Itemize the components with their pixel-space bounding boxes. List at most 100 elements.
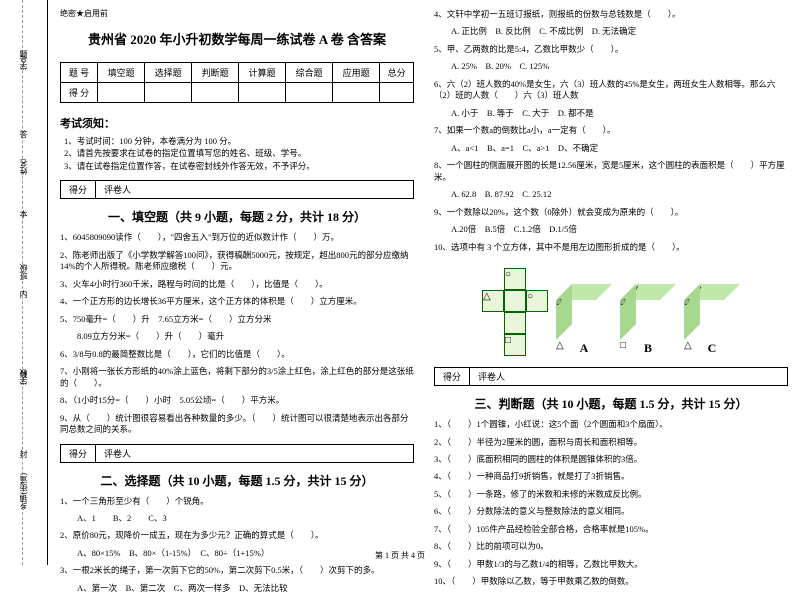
th-choice: 选择题 <box>145 63 192 83</box>
scorer-score: 得分 <box>61 445 96 462</box>
cube-side-face: ○ <box>556 284 572 340</box>
q: A、a<1 B、a=1 C、a>1 D、不确定 <box>434 143 788 154</box>
q: 3、（ ）底面积相同的圆柱的体积是圆锥体积的3倍。 <box>434 454 788 465</box>
notice-list: 1、考试时间：100 分钟，本卷满分为 100 分。 2、请首先按要求在试卷的指… <box>60 135 414 173</box>
td-blank <box>286 83 333 103</box>
td-blank <box>98 83 145 103</box>
q: 8.09立方分米=（ ）升（ ）毫升 <box>60 331 414 342</box>
cube-b: △ ○ □ B <box>620 284 676 340</box>
q: 5、甲、乙两数的比是5:4，乙数比甲数少（ ）。 <box>434 44 788 55</box>
q: 6、六（2）班人数的40%是女生，六（3）班人数的45%是女生，两班女生人数相等… <box>434 79 788 102</box>
seal-label-4: 内 <box>18 290 29 298</box>
notice-item: 3、请在试卷指定位置作答，在试卷密封线外作答无效，不予评分。 <box>64 161 414 172</box>
scorer-name: 评卷人 <box>96 181 139 198</box>
q: A. 正比例 B. 反比例 C. 不成比例 D. 无法确定 <box>434 26 788 37</box>
seal-label-6: 封 <box>18 450 29 458</box>
q: 3、一根2米长的绳子，第一次剪下它的50%，第二次剪下0.5米，（ ）次剪下的多… <box>60 565 414 576</box>
scorer-score: 得分 <box>435 368 470 385</box>
q: 3、火车4小时行360千米，路程与时间的比是（ ），比值是（ ）。 <box>60 279 414 290</box>
th-comp: 综合题 <box>286 63 333 83</box>
section3-title: 三、判断题（共 10 小题，每题 1.5 分，共计 15 分） <box>434 395 788 412</box>
q: 9、从（ ）统计图很容易看出各种数量的多少。（ ）统计图可以很清楚地表示出各部分… <box>60 413 414 436</box>
seal-label-2: 答 <box>18 130 29 138</box>
uf-cell: △ <box>482 290 504 312</box>
q: 4、（ ）一种商品打9折销售，就是打了3折销售。 <box>434 471 788 482</box>
q: 5、750毫升=（ ）升 7.65立方米=（ ）立方分米 <box>60 314 414 325</box>
notice-title: 考试须知： <box>60 115 414 131</box>
td-blank <box>145 83 192 103</box>
q: 2、（ ）半径为2厘米的圆，面积与周长和面积相等。 <box>434 437 788 448</box>
scorer-name: 评卷人 <box>470 368 513 385</box>
q: 1、6045809090读作（ ），"四舍五入"到万位的近似数计作（ ）万。 <box>60 232 414 243</box>
table-row: 得 分 <box>61 83 414 103</box>
uf-cell <box>504 312 526 334</box>
left-column: 绝密★启用前 贵州省 2020 年小升初数学每周一练试卷 A 卷 含答案 题 号… <box>60 8 414 557</box>
notice-item: 2、请首先按要求在试卷的指定位置填写您的姓名、班级、学号。 <box>64 148 414 159</box>
td-score-label: 得 分 <box>61 83 98 103</box>
td-blank <box>333 83 380 103</box>
q: 5、（ ）一条路，修了的米数和未修的米数成反比例。 <box>434 489 788 500</box>
seal-label-3: 本 <box>18 210 29 218</box>
th-fill: 填空题 <box>98 63 145 83</box>
q: A、1 B、2 C、3 <box>60 513 414 524</box>
q: A. 小于 B. 等于 C. 大于 D. 都不是 <box>434 108 788 119</box>
q: 10、选项中有 3 个立方体，其中不是用左边图形折成的是（ ）。 <box>434 242 788 253</box>
cube-a: ○ △ A <box>556 284 612 340</box>
notice-item: 1、考试时间：100 分钟，本卷满分为 100 分。 <box>64 136 414 147</box>
table-row: 题 号 填空题 选择题 判断题 计算题 综合题 应用题 总分 <box>61 63 414 83</box>
th-calc: 计算题 <box>239 63 286 83</box>
uf-cell: ○ <box>504 268 526 290</box>
cube-c: ○ ○ △ C <box>684 284 740 340</box>
q: A. 25% B. 20% C. 125% <box>434 61 788 72</box>
th-judge: 判断题 <box>192 63 239 83</box>
uf-cell <box>504 290 526 312</box>
score-table: 题 号 填空题 选择题 判断题 计算题 综合题 应用题 总分 得 分 <box>60 62 414 103</box>
cube-diagram: ○ △○ □ ○ △ A △ ○ □ B ○ <box>434 268 788 356</box>
scorer-score: 得分 <box>61 181 96 198</box>
td-blank <box>380 83 414 103</box>
uf-cell: □ <box>504 334 526 356</box>
q: A.20倍 B.5倍 C.1.2倍 D.1/5倍 <box>434 224 788 235</box>
cube-side-face: ○ <box>620 284 636 340</box>
scorer-box: 得分 评卷人 <box>60 180 414 199</box>
section2-title: 二、选择题（共 10 小题，每题 1.5 分，共计 15 分） <box>60 472 414 489</box>
q: 7、如果一个数a的倒数比a小，a一定有（ ）。 <box>434 125 788 136</box>
secret-mark: 绝密★启用前 <box>60 8 414 19</box>
th-total: 总分 <box>380 63 414 83</box>
q: 7、小刚将一张长方形纸的40%涂上蓝色，将剩下部分的3/5涂上红色，涂上红色的部… <box>60 366 414 389</box>
td-blank <box>192 83 239 103</box>
scorer-name: 评卷人 <box>96 445 139 462</box>
q: 2、陈老师出版了《小学数学解答100问》，获得稿酬5000元，按规定，超出800… <box>60 250 414 273</box>
q: A、第一次 B、第二次 C、两次一样多 D、无法比较 <box>60 583 414 594</box>
q: 4、一个正方形的边长增长36平方厘米，这个正方体的体积是（ ）立方厘米。 <box>60 296 414 307</box>
uf-cell: ○ <box>526 290 548 312</box>
q: 2、原价80元，现降价一成五，现在为多少元？正确的算式是（ ）。 <box>60 530 414 541</box>
cube-side-face: ○ <box>684 284 700 340</box>
q: 10、（ ）甲数除以乙数，等于甲数乘乙数的倒数。 <box>434 576 788 587</box>
q: 6、3/8与0.8的最简整数比是（ ），它们的比值是（ ）。 <box>60 349 414 360</box>
td-blank <box>239 83 286 103</box>
cube-label-a: A <box>556 341 612 356</box>
cube-label-b: B <box>620 341 676 356</box>
q: 7、（ ）105件产品经检验全部合格，合格率就是105%。 <box>434 524 788 535</box>
page-footer: 第 1 页 共 4 页 <box>0 550 800 561</box>
cube-unfold: ○ △○ □ <box>482 268 548 356</box>
binding-margin: 学号 姓名 班级 学校 乡镇(街道) 题 答 本 内 线 封 <box>0 0 48 565</box>
main-content: 绝密★启用前 贵州省 2020 年小升初数学每周一练试卷 A 卷 含答案 题 号… <box>48 0 800 565</box>
exam-title: 贵州省 2020 年小升初数学每周一练试卷 A 卷 含答案 <box>60 29 414 48</box>
q: 8、（1小时15分=（ ）小时 5.05公顷=（ ）平方米。 <box>60 395 414 406</box>
th-num: 题 号 <box>61 63 98 83</box>
q: 1、（ ）1个圆锥，小红说：这5个面（2个圆面和3个扇面）。 <box>434 419 788 430</box>
margin-field-name: 姓名 <box>18 159 29 175</box>
th-app: 应用题 <box>333 63 380 83</box>
scorer-box: 得分 评卷人 <box>434 367 788 386</box>
q: 4、文轩中学初一五班订报纸，则报纸的份数与总钱数是（ ）。 <box>434 9 788 20</box>
cube-label-c: C <box>684 341 740 356</box>
q: 9、一个数除以20%，这个数（0除外）就会变成为原来的（ ）。 <box>434 207 788 218</box>
margin-field-town: 乡镇(街道) <box>18 473 29 510</box>
seal-label-5: 线 <box>18 370 29 378</box>
right-column: 4、文轩中学初一五班订报纸，则报纸的份数与总钱数是（ ）。 A. 正比例 B. … <box>434 8 788 557</box>
section1-title: 一、填空题（共 9 小题，每题 2 分，共计 18 分） <box>60 208 414 225</box>
q: A. 62.8 B. 87.92 C. 25.12 <box>434 189 788 200</box>
margin-field-class: 班级 <box>18 264 29 280</box>
